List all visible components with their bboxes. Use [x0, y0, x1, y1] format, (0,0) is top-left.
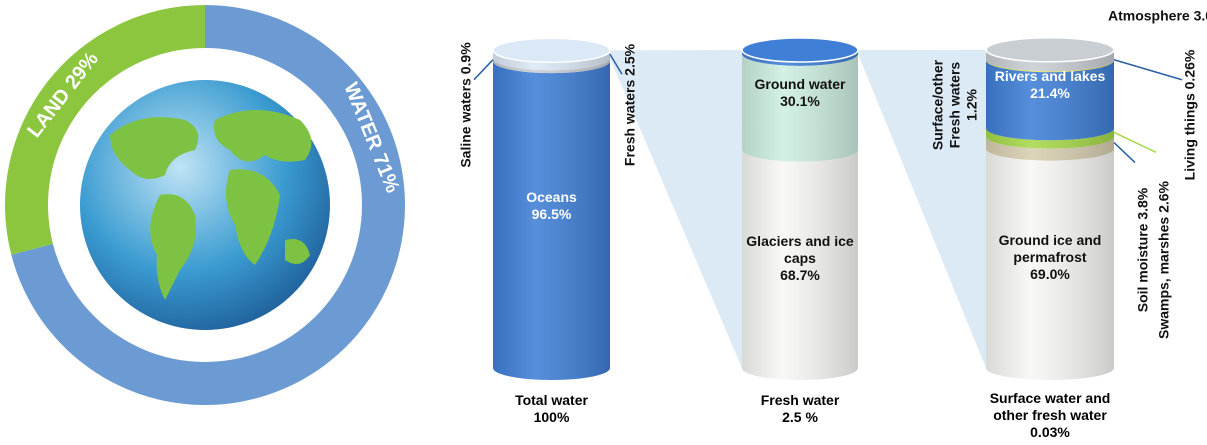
- outside-value: 2.6%: [1155, 181, 1172, 213]
- cylinder-top: [985, 37, 1115, 63]
- outside-label: Saline waters 0.9%: [458, 42, 475, 167]
- outside-name: Soil moisture: [1134, 223, 1151, 313]
- title-line: 2.5 %: [782, 409, 818, 425]
- outside-label: Swamps, marshes 2.6%: [1156, 181, 1173, 339]
- cylinder-top: [741, 37, 859, 63]
- leader-line: [1113, 141, 1136, 164]
- outside-label: Soil moisture 3.8%: [1135, 188, 1152, 313]
- globe: [80, 80, 330, 330]
- segment-label: Ground ice and permafrost 69.0%: [986, 232, 1114, 283]
- outside-value: 3.0%: [1193, 7, 1207, 24]
- leader-line: [1113, 59, 1183, 81]
- leader-line: [1113, 131, 1157, 154]
- segment-label: Ground water 30.1%: [742, 76, 858, 110]
- outside-label: Surface/other Fresh waters 1.2%: [930, 50, 981, 160]
- outside-name: Atmosphere: [1108, 7, 1190, 24]
- segment-name: Rivers and lakes: [994, 68, 1106, 85]
- outside-name: Living things: [1181, 93, 1198, 181]
- segment-label: Oceans 96.5%: [493, 189, 610, 223]
- segment-value: 30.1%: [780, 92, 820, 109]
- segment-value: 68.7%: [780, 266, 820, 283]
- title-line: Surface water and: [989, 390, 1111, 406]
- segment-name: Glaciers and ice caps: [746, 232, 854, 266]
- outside-name: Swamps, marshes: [1155, 216, 1172, 339]
- cylinder-title: Fresh water 2.5 %: [761, 392, 840, 426]
- leader-line: [609, 53, 623, 75]
- outside-label: Living things 0.26%: [1182, 50, 1199, 181]
- cylinder-title: Surface water and other fresh water 0.03%: [990, 390, 1111, 441]
- outside-name: Fresh waters: [621, 79, 638, 167]
- cylinder-shade: [986, 49, 1114, 380]
- outside-name: Saline waters: [457, 78, 474, 168]
- cylinder-top: [492, 37, 611, 64]
- cylinder-title: Total water 100%: [515, 392, 588, 426]
- segment-name: Ground water: [754, 75, 846, 92]
- title-line: 0.03%: [1030, 424, 1070, 440]
- connector-wedge: [858, 49, 986, 368]
- outside-value: 0.9%: [457, 42, 474, 75]
- segment-name: Ground ice and permafrost: [998, 232, 1102, 266]
- title-line: Fresh water: [760, 392, 840, 408]
- segment-value: 96.5%: [531, 205, 572, 222]
- segment-name: Oceans: [526, 188, 577, 205]
- outside-label: Atmosphere 3.0%: [1108, 8, 1207, 25]
- outside-label: Fresh waters 2.5%: [622, 44, 639, 166]
- cylinder-shade: [493, 50, 610, 381]
- outside-name: Surface/other Fresh waters: [929, 59, 963, 151]
- outside-value: 0.26%: [1181, 49, 1198, 90]
- leader-line: [473, 59, 494, 81]
- outside-value: 2.5%: [621, 43, 638, 76]
- cylinder-shade: [742, 50, 858, 380]
- title-line: 100%: [533, 409, 570, 425]
- segment-label: Glaciers and ice caps 68.7%: [742, 233, 858, 284]
- connector-wedge: [610, 50, 742, 368]
- outside-value: 1.2%: [963, 89, 980, 121]
- title-line: other fresh water: [993, 407, 1107, 423]
- segment-value: 69.0%: [1030, 266, 1070, 283]
- title-line: Total water: [515, 392, 588, 408]
- outside-value: 3.8%: [1134, 187, 1151, 220]
- segment-value: 21.4%: [1030, 85, 1070, 102]
- segment-label: Rivers and lakes 21.4%: [986, 68, 1114, 102]
- donut-slice: [4, 5, 206, 255]
